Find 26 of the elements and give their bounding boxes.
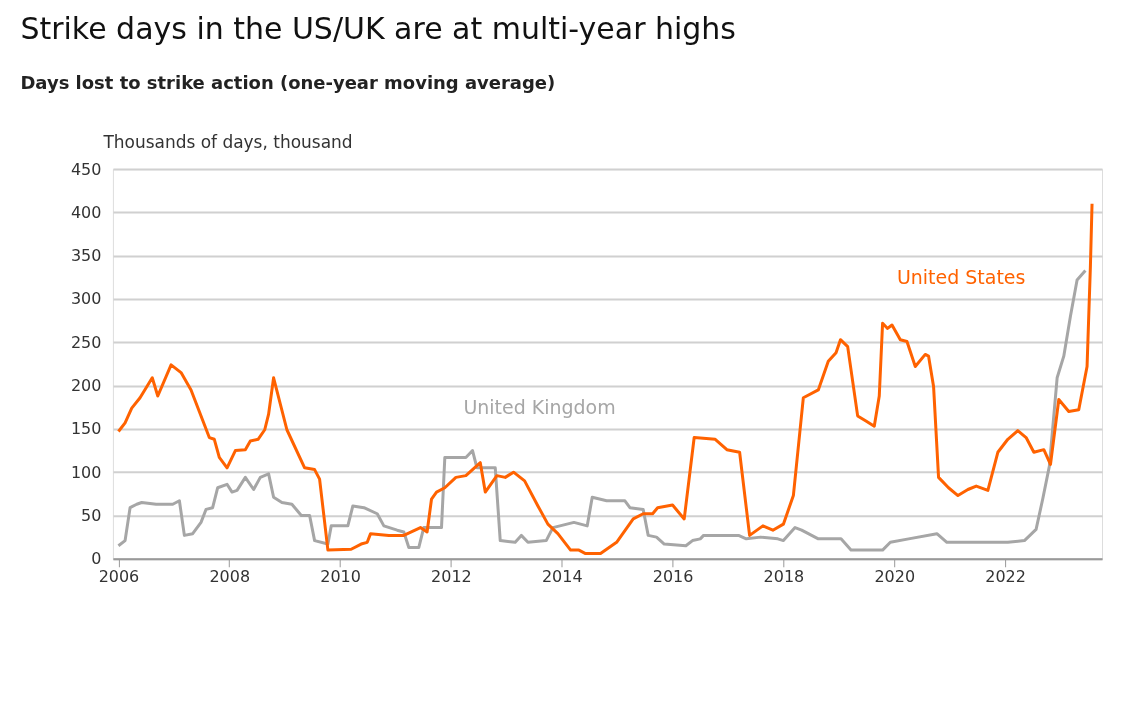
line-series — [116, 202, 1094, 556]
y-tick-label: 150 — [70, 419, 102, 439]
x-tick-label: 2008 — [209, 567, 251, 587]
y-tick-label: 450 — [70, 159, 102, 179]
x-tick-label: 2014 — [541, 567, 583, 587]
x-tick-label: 2010 — [320, 567, 361, 587]
y-axis-title: Thousands of days, thousand — [102, 131, 353, 152]
y-tick-label: 250 — [70, 332, 102, 352]
series-label: United States — [896, 266, 1026, 289]
x-tick-label: 2006 — [98, 567, 140, 587]
x-tick-label: 2016 — [652, 567, 694, 587]
x-tick-label: 2018 — [763, 567, 805, 587]
y-tick-label: 300 — [70, 289, 102, 309]
series-label: United Kingdom — [463, 395, 616, 418]
y-tick-label: 400 — [70, 202, 102, 222]
y-tick-label: 50 — [81, 505, 102, 525]
chart-subtitle: Days lost to strike action (one-year moving average) — [20, 72, 556, 94]
chart-title: Strike days in the US/UK are at multi-year highs — [20, 11, 736, 47]
y-tick-label: 0 — [91, 549, 102, 569]
x-tick-label: 2012 — [431, 567, 472, 587]
x-tick-label: 2020 — [874, 567, 916, 587]
y-tick-label: 200 — [70, 376, 102, 396]
line-series — [116, 268, 1087, 552]
y-tick-label: 350 — [70, 246, 102, 266]
x-tick-label: 2022 — [985, 567, 1026, 587]
y-tick-label: 100 — [70, 462, 102, 482]
